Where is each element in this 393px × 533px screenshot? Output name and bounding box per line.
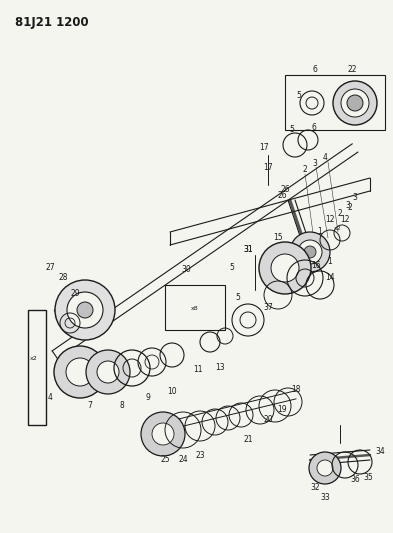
- Circle shape: [347, 95, 363, 111]
- Text: 15: 15: [273, 233, 283, 243]
- Text: 17: 17: [263, 164, 273, 173]
- Text: 34: 34: [375, 448, 385, 456]
- Circle shape: [259, 242, 311, 294]
- Text: 22: 22: [347, 66, 357, 75]
- Text: x2: x2: [334, 225, 342, 230]
- Text: x2: x2: [30, 356, 38, 360]
- Text: 27: 27: [45, 263, 55, 272]
- Text: 31: 31: [243, 246, 253, 254]
- Text: 2: 2: [348, 204, 353, 213]
- Circle shape: [317, 460, 333, 476]
- Circle shape: [55, 280, 115, 340]
- Text: 24: 24: [178, 456, 188, 464]
- Text: 12: 12: [325, 215, 335, 224]
- Text: 9: 9: [145, 393, 151, 402]
- Text: 5: 5: [297, 91, 301, 100]
- Text: 2: 2: [338, 208, 342, 217]
- Text: 30: 30: [181, 265, 191, 274]
- Text: 3: 3: [312, 158, 318, 167]
- Circle shape: [77, 302, 93, 318]
- Circle shape: [86, 350, 130, 394]
- Bar: [285, 75, 385, 130]
- Text: 26: 26: [280, 185, 290, 195]
- Text: 28: 28: [58, 273, 68, 282]
- Text: x8: x8: [191, 305, 199, 311]
- Text: 18: 18: [291, 385, 301, 394]
- Text: 25: 25: [160, 456, 170, 464]
- Text: 17: 17: [259, 143, 269, 152]
- Text: 33: 33: [320, 494, 330, 503]
- Text: 14: 14: [325, 273, 335, 282]
- Circle shape: [54, 346, 106, 398]
- Text: 29: 29: [70, 289, 80, 298]
- Text: 5: 5: [230, 263, 235, 272]
- Text: 37: 37: [263, 303, 273, 312]
- Text: 4: 4: [323, 154, 327, 163]
- Circle shape: [67, 292, 103, 328]
- Text: 7: 7: [88, 400, 92, 409]
- Text: 12: 12: [340, 215, 350, 224]
- Text: 5: 5: [235, 294, 241, 303]
- Circle shape: [341, 89, 369, 117]
- Text: 3: 3: [353, 193, 358, 203]
- Text: 3: 3: [345, 201, 351, 211]
- Text: 8: 8: [119, 400, 124, 409]
- Text: 2: 2: [303, 166, 307, 174]
- Circle shape: [309, 452, 341, 484]
- Text: 35: 35: [363, 473, 373, 482]
- Text: 20: 20: [263, 416, 273, 424]
- Text: 6: 6: [312, 124, 316, 133]
- Text: 5: 5: [290, 125, 294, 134]
- Circle shape: [152, 423, 174, 445]
- Text: 1: 1: [318, 228, 322, 237]
- Text: 11: 11: [193, 366, 203, 375]
- Circle shape: [304, 246, 316, 258]
- Bar: [165, 285, 225, 330]
- Circle shape: [271, 254, 299, 282]
- Circle shape: [298, 240, 322, 264]
- Text: 1: 1: [328, 257, 332, 266]
- Text: 32: 32: [310, 483, 320, 492]
- Text: 81J21 1200: 81J21 1200: [15, 16, 89, 29]
- Circle shape: [97, 361, 119, 383]
- Text: 19: 19: [277, 406, 287, 415]
- Text: 13: 13: [215, 364, 225, 373]
- Text: 16: 16: [311, 261, 321, 270]
- Text: 4: 4: [48, 393, 52, 402]
- Text: 6: 6: [312, 66, 318, 75]
- Text: 36: 36: [350, 475, 360, 484]
- Circle shape: [333, 81, 377, 125]
- Circle shape: [66, 358, 94, 386]
- Text: 23: 23: [195, 450, 205, 459]
- Circle shape: [290, 232, 330, 272]
- Circle shape: [141, 412, 185, 456]
- Text: 21: 21: [243, 435, 253, 445]
- Text: 31: 31: [243, 246, 253, 254]
- Bar: [28, 310, 46, 425]
- Text: 10: 10: [167, 387, 177, 397]
- Text: 26: 26: [277, 190, 287, 199]
